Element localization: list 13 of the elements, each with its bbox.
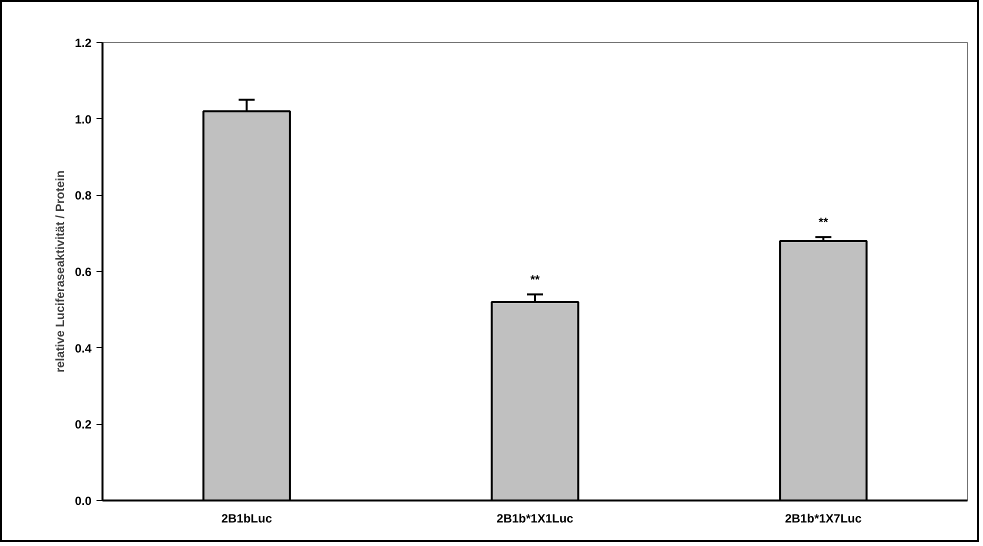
y-tick-label: 1.0 bbox=[74, 112, 92, 126]
y-tick-label: 0.8 bbox=[74, 188, 92, 203]
x-tick-label: 2B1bLuc bbox=[221, 512, 272, 526]
y-tick-label: 0.2 bbox=[74, 418, 92, 432]
annotation: ** bbox=[530, 272, 540, 286]
y-tick-label: 0.4 bbox=[74, 341, 92, 356]
y-tick-label: 0.0 bbox=[74, 494, 92, 508]
x-tick-label: 2B1b*1X1Luc bbox=[496, 512, 574, 526]
annotation: ** bbox=[818, 215, 828, 230]
y-tick-label: 0.6 bbox=[74, 265, 92, 279]
y-axis-title: relative Luciferaseaktivität / Protein bbox=[52, 170, 67, 373]
x-tick-label: 2B1b*1X7Luc bbox=[784, 512, 862, 526]
y-tick-label: 1.2 bbox=[74, 36, 92, 50]
